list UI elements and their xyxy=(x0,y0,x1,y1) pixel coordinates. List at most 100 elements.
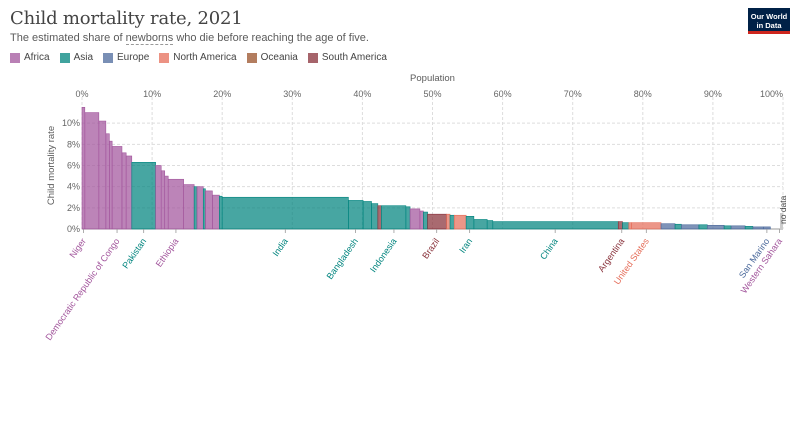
y-tick-label: 4% xyxy=(67,182,80,192)
bar-africa-group xyxy=(109,140,113,230)
country-label-china: China xyxy=(538,236,560,261)
legend-swatch xyxy=(307,52,318,63)
bar-san-marino xyxy=(763,226,771,230)
x-tick-label: 0% xyxy=(75,89,88,99)
bar-europe-group xyxy=(752,226,764,230)
bar-indonesia xyxy=(381,205,407,230)
country-label-niger: Niger xyxy=(68,236,89,259)
legend-swatch xyxy=(59,52,70,63)
bar-asia-group xyxy=(371,203,379,230)
country-label-iran: Iran xyxy=(457,236,474,254)
y-tick-label: 2% xyxy=(67,203,80,213)
bar-africa-group xyxy=(409,208,421,230)
bar-africa-group xyxy=(212,194,220,230)
bar-asia-group xyxy=(193,186,198,230)
x-tick-label: 20% xyxy=(213,89,231,99)
x-tick-label: 10% xyxy=(143,89,161,99)
logo-line-1: Our World xyxy=(750,12,788,21)
legend-item-north-america[interactable]: North America xyxy=(159,52,237,63)
bar-china xyxy=(492,221,619,230)
bar-asia-group xyxy=(744,226,754,230)
bar-north-america-group xyxy=(453,214,467,230)
subtitle-text-pre: The estimated share of xyxy=(10,32,126,44)
legend-item-europe[interactable]: Europe xyxy=(103,52,149,63)
x-tick-label: 90% xyxy=(704,89,722,99)
bar-india xyxy=(221,196,349,230)
legend-swatch xyxy=(103,52,114,63)
legend-label: South America xyxy=(321,52,387,63)
owid-logo[interactable]: Our World in Data xyxy=(748,8,790,34)
legend-label: Africa xyxy=(24,52,50,63)
bar-europe-group xyxy=(706,224,725,230)
y-tick-label: 0% xyxy=(67,224,80,234)
y-tick-label: 10% xyxy=(62,118,80,128)
country-label-india: India xyxy=(271,236,290,258)
bar-asia-group xyxy=(449,214,455,230)
logo-line-2: in Data xyxy=(756,21,782,30)
bar-asia-group xyxy=(723,225,732,230)
bar-south-america-group xyxy=(377,205,382,230)
x-tick-label: 60% xyxy=(494,89,512,99)
bar-africa-group xyxy=(160,170,166,230)
x-tick-label: 30% xyxy=(283,89,301,99)
y-tick-label: 8% xyxy=(67,139,80,149)
bar-africa-highest-group- xyxy=(84,112,100,230)
legend: Africa Asia Europe North America Oceania Sout… xyxy=(10,52,387,63)
bar-africa-group xyxy=(105,133,110,230)
subtitle-text-post: who die before reaching the age of five. xyxy=(173,32,369,44)
bar-niger xyxy=(81,106,86,230)
country-label-brazil: Brazil xyxy=(420,236,441,260)
bar-asia-group xyxy=(219,195,223,230)
bar-united-states xyxy=(631,222,662,230)
bar-africa-group xyxy=(121,152,127,230)
legend-item-oceania[interactable]: Oceania xyxy=(246,52,298,63)
bar-iran xyxy=(465,216,475,230)
chart-title: Child mortality rate, 2021 xyxy=(10,8,243,29)
bar-asia-group xyxy=(486,220,494,230)
bar-africa-group xyxy=(98,120,107,230)
y-tick-label: 6% xyxy=(67,161,80,171)
bar-democratic-republic-of-congo xyxy=(111,146,123,230)
legend-item-africa[interactable]: Africa xyxy=(10,52,50,63)
country-label-ethiopia: Ethiopia xyxy=(154,236,181,268)
bar-asia-group xyxy=(473,219,488,230)
country-label-bangladesh: Bangladesh xyxy=(325,236,360,281)
country-label-democratic-republic-of-congo: Democratic Republic of Congo xyxy=(43,236,121,342)
subtitle-link-newborns[interactable]: newborns xyxy=(125,32,174,45)
bar-asia-group xyxy=(423,211,428,230)
bar-asia-group xyxy=(698,224,708,230)
bar-africa-group xyxy=(419,210,424,230)
legend-swatch xyxy=(10,52,20,63)
bar-brazil xyxy=(427,213,447,230)
legend-item-asia[interactable]: Asia xyxy=(59,52,94,63)
bar-asia-group xyxy=(674,223,682,230)
bar-asia-group xyxy=(202,188,206,230)
bar-pakistan xyxy=(131,162,156,230)
no-data-bar xyxy=(780,213,783,229)
x-tick-label: 70% xyxy=(564,89,582,99)
bar-africa-group xyxy=(183,184,195,230)
legend-label: Oceania xyxy=(260,52,298,63)
bar-africa-group xyxy=(125,155,133,230)
bar-africa-group xyxy=(205,190,213,230)
no-data-label: no data xyxy=(778,195,788,224)
legend-label: Asia xyxy=(73,52,94,63)
bar-europe-group xyxy=(681,224,700,230)
bar-europe-group xyxy=(730,225,746,230)
x-tick-label: 100% xyxy=(760,89,783,99)
bar-europe-group xyxy=(660,223,676,230)
legend-swatch xyxy=(246,52,257,63)
bar-north-america-group xyxy=(446,213,451,230)
bar-ethiopia xyxy=(167,178,184,230)
x-tick-label: 50% xyxy=(423,89,441,99)
country-label-pakistan: Pakistan xyxy=(120,236,148,270)
legend-item-south-america[interactable]: South America xyxy=(307,52,387,63)
bar-asia-group xyxy=(405,206,411,230)
y-axis-label: Child mortality rate xyxy=(46,126,57,205)
bar-africa-group xyxy=(196,186,204,230)
bar-asia-group xyxy=(622,222,630,230)
x-tick-label: 80% xyxy=(634,89,652,99)
bar-north-america-group xyxy=(628,222,632,230)
x-axis-label: Population xyxy=(410,73,455,84)
